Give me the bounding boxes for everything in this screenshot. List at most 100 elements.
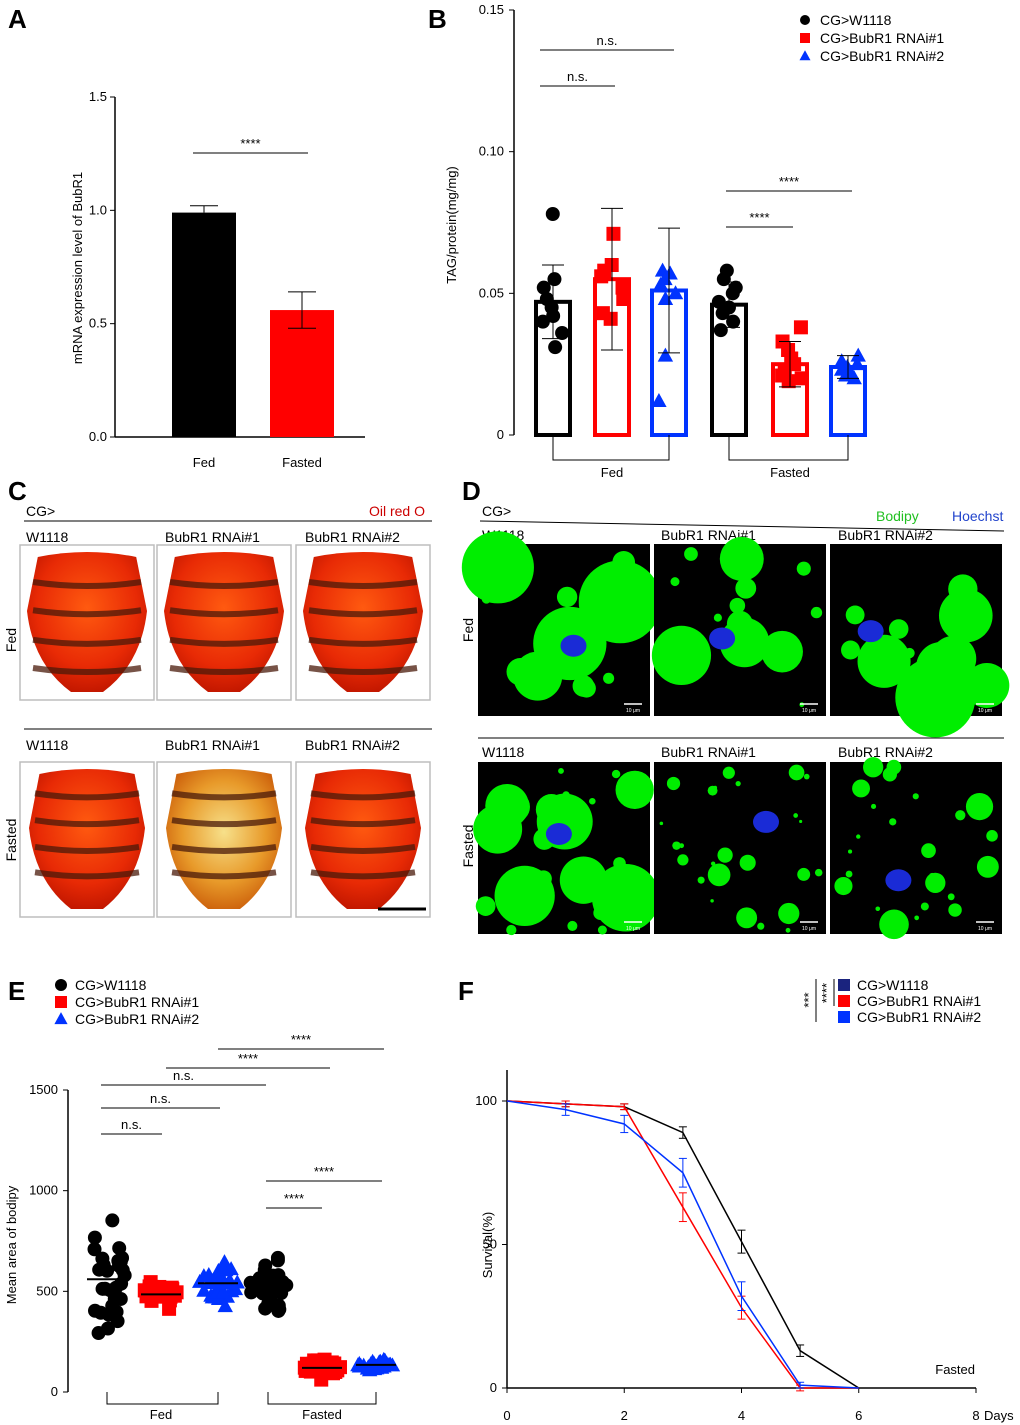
panel-b-point <box>652 276 669 291</box>
panel-e-point <box>191 1273 208 1288</box>
panel-d-lipid-droplet <box>713 785 718 790</box>
panel-d-lipid-droplet <box>964 663 1010 708</box>
panel-c-segment-band <box>34 869 140 880</box>
panel-d-row-fed: Fed <box>460 618 476 642</box>
panel-b-legend-label: CG>BubR1 RNAi#1 <box>820 30 944 46</box>
panel-c-col-3: BubR1 RNAi#2 <box>305 529 400 545</box>
panel-f-series-line <box>506 1100 859 1389</box>
panel-c-segment-band <box>308 579 418 589</box>
panel-d-lipid-droplet <box>559 856 608 904</box>
panel-d-lipid-droplet <box>726 610 753 637</box>
panel-b-point <box>726 314 741 329</box>
panel-b-point <box>713 323 728 338</box>
panel-c-segment-band <box>310 843 416 854</box>
panel-d-lipid-droplet <box>888 619 909 639</box>
panel-e-sig-3-label: n.s. <box>173 1068 194 1083</box>
panel-b-point <box>535 314 550 329</box>
panel-d-lipid-droplet <box>761 630 803 673</box>
panel-c-row-fed: Fed <box>3 628 19 652</box>
panel-e-sig-1-label: n.s. <box>121 1117 142 1132</box>
panel-e-chart: Mean area of bodipy 0 500 1000 1500 Fed Faste… <box>4 977 401 1422</box>
panel-label-e: E <box>8 976 25 1006</box>
panel-f-chart: Survival(%) Days Fasted 0 50 100 0 2 4 6 8 CG>W1… <box>475 977 1014 1423</box>
panel-d-lipid-droplet <box>615 770 654 810</box>
panel-e-legend-label: CG>BubR1 RNAi#2 <box>75 1011 199 1027</box>
panel-a-xtick-label: Fasted <box>282 455 322 470</box>
panel-f-xtick-label: 2 <box>621 1408 628 1423</box>
panel-e-sig-6-label: **** <box>284 1191 304 1206</box>
panel-d-lipid-droplet <box>475 896 496 916</box>
panel-d-lipid-droplet <box>659 821 664 826</box>
panel-e-group-bracket <box>267 1392 377 1405</box>
panel-a-ytick-label: 0.5 <box>89 316 107 331</box>
panel-d-frame <box>654 762 826 934</box>
panel-label-c: C <box>8 476 27 506</box>
panel-d-lipid-droplet <box>879 909 909 940</box>
panel-e-point <box>215 1261 232 1276</box>
panel-d-lipid-droplet <box>889 818 897 826</box>
panel-d-lipid-droplet <box>857 634 911 688</box>
panel-e-point <box>100 1321 115 1336</box>
panel-f-ytick-label: 50 <box>483 1237 497 1252</box>
panel-d-nucleus <box>545 823 572 846</box>
panel-d-lipid-droplet <box>797 867 811 881</box>
panel-e-point <box>217 1298 233 1313</box>
panel-c-col-1b: W1118 <box>26 737 68 753</box>
panel-a-bar <box>270 310 334 437</box>
panel-e-point <box>317 1352 332 1367</box>
panel-e-point <box>303 1364 318 1379</box>
panel-d-lipid-droplet <box>556 586 578 608</box>
panel-d-lipid-droplet <box>882 767 897 782</box>
panel-d-lipid-droplet <box>736 907 758 929</box>
panel-d-lipid-droplet <box>684 547 698 561</box>
panel-d-lipid-droplet <box>506 924 517 936</box>
panel-c-col-1: W1118 <box>26 529 68 545</box>
panel-c-segment-band <box>32 579 142 589</box>
panel-c-oil-red-o: CG> Oil red O W1118 BubR1 RNAi#1 BubR1 R… <box>3 503 432 918</box>
panel-d-lipid-droplet <box>651 625 712 685</box>
panel-d-lipid-droplet <box>948 903 962 917</box>
panel-b-point <box>651 392 667 407</box>
panel-d-lipid-droplet <box>955 810 966 821</box>
panel-e-legend-label: CG>BubR1 RNAi#1 <box>75 994 199 1010</box>
panel-c-segment-band <box>169 665 279 675</box>
panel-b-legend-label: CG>BubR1 RNAi#2 <box>820 48 944 64</box>
panel-c-stain: Oil red O <box>369 503 425 519</box>
panel-e-point <box>160 1286 175 1301</box>
panel-d-lipid-droplet <box>735 781 741 787</box>
panel-c-segment-band <box>169 636 279 647</box>
panel-d-stain-bodipy: Bodipy <box>876 508 919 524</box>
panel-c-segment-band <box>171 817 277 828</box>
panel-d-lipid-droplet <box>603 672 615 684</box>
panel-d-lipid-droplet <box>611 769 621 779</box>
panel-c-segment-band <box>310 869 416 880</box>
panel-d-lipid-droplet <box>920 902 929 911</box>
panel-d-scale-label: 10 μm <box>626 926 640 932</box>
panel-a-xtick-label: Fed <box>193 455 215 470</box>
panel-d-lipid-droplet <box>677 854 689 866</box>
panel-f-ytick-label: 0 <box>490 1380 497 1395</box>
panel-f-xlabel: Days <box>984 1408 1014 1423</box>
panel-e-legend-marker <box>55 979 67 991</box>
panel-b-point <box>715 306 730 321</box>
panel-e-point <box>87 1230 102 1245</box>
panel-d-col-3: BubR1 RNAi#2 <box>838 527 933 543</box>
panel-d-scale-label: 10 μm <box>978 926 992 932</box>
panel-d-lipid-droplet <box>535 794 567 826</box>
panel-f-ytick-label: 100 <box>475 1093 497 1108</box>
panel-d-scale-label: 10 μm <box>802 926 816 932</box>
panel-b-point <box>794 371 809 386</box>
panel-e-point <box>196 1282 212 1297</box>
panel-e-ylabel: Mean area of bodipy <box>4 1185 19 1304</box>
panel-b-point <box>615 280 630 295</box>
panel-d-scale-label: 10 μm <box>978 708 992 714</box>
panel-c-segment-band <box>171 869 277 880</box>
panel-c-segment-band <box>32 665 142 675</box>
panel-d-lipid-droplet <box>461 531 534 604</box>
panel-d-lipid-droplet <box>845 605 865 625</box>
panel-d-lipid-droplet <box>938 588 993 643</box>
panel-d-stain-hoechst: Hoechst <box>952 508 1003 524</box>
panel-e-point <box>95 1251 110 1266</box>
panel-b-group-label: Fasted <box>770 465 810 480</box>
panel-b-group-label: Fed <box>601 465 623 480</box>
